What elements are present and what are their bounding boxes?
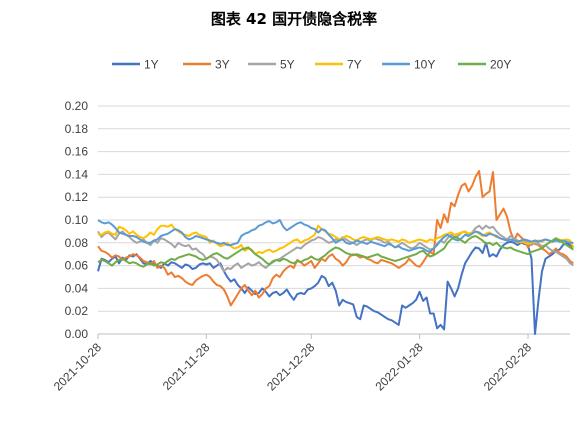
y-tick-label: 0.14 (65, 167, 89, 181)
y-tick-label: 0.12 (65, 190, 89, 204)
x-tick-label: 2021-12-28 (264, 340, 318, 394)
y-tick-label: 0.18 (65, 122, 89, 136)
x-tick-label: 2021-11-28 (160, 340, 213, 393)
y-tick-label: 0.16 (65, 145, 89, 159)
legend-label-5y: 5Y (280, 58, 295, 72)
y-tick-label: 0.20 (65, 99, 89, 113)
y-tick-label: 0.08 (65, 236, 89, 250)
legend-label-3y: 3Y (215, 58, 230, 72)
series-line-20y (97, 235, 574, 268)
series-line-10y (97, 219, 574, 253)
y-tick-label: 0.00 (65, 327, 89, 341)
x-tick-label: 2022-01-28 (372, 340, 426, 394)
series-line-1y (97, 240, 574, 335)
y-tick-label: 0.10 (65, 213, 89, 227)
legend-label-7y: 7Y (347, 58, 362, 72)
legend-label-1y: 1Y (144, 58, 159, 72)
y-tick-label: 0.04 (65, 281, 89, 295)
series-line-5y (97, 224, 574, 273)
x-tick-label: 2022-02-28 (481, 340, 535, 394)
x-tick-label: 2021-10-28 (51, 340, 105, 394)
legend-label-10y: 10Y (414, 58, 435, 72)
y-tick-label: 0.02 (65, 304, 89, 318)
y-tick-label: 0.06 (65, 259, 89, 273)
series-line-3y (97, 170, 574, 307)
chart-title: 图表 42 国开债隐含税率 (210, 10, 378, 28)
legend-label-20y: 20Y (490, 58, 511, 72)
